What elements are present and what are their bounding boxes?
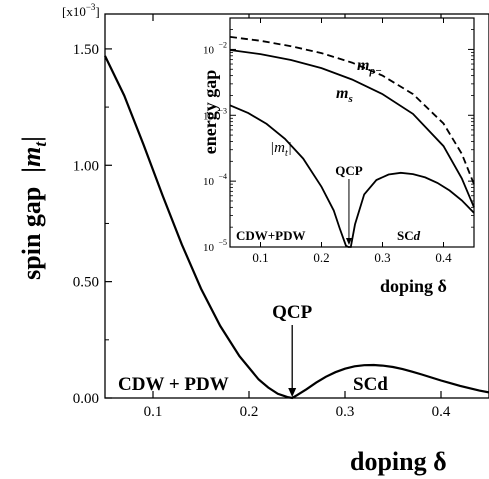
inset-cdw-pdw-label: CDW+PDW bbox=[236, 228, 306, 243]
main-plot-frame bbox=[104, 13, 489, 399]
inset-x-tick-label: 0.2 bbox=[313, 250, 329, 265]
inset-chart: 0.1 0.2 0.3 0.4 10−510−410−310−2 energy gap… bbox=[200, 17, 480, 296]
ms-series-label: ms bbox=[336, 85, 353, 105]
inset-qcp-arrow bbox=[345, 179, 352, 245]
inset-y-tick-exponent: −5 bbox=[218, 238, 227, 247]
inset-plot-frame bbox=[229, 17, 475, 248]
inset-y-axis-label: energy gap bbox=[200, 70, 220, 155]
inset-x-axis-label: doping δ bbox=[380, 276, 447, 296]
main-y-tick-label: 1.00 bbox=[73, 158, 99, 174]
main-x-axis-label: doping δ bbox=[350, 447, 447, 476]
main-y-tick-label: 0.00 bbox=[73, 391, 99, 407]
main-y-ticks: 0.00 0.50 1.00 1.50 bbox=[73, 42, 112, 407]
main-x-tick-label: 0.1 bbox=[144, 404, 163, 420]
mt-series-label: |mt| bbox=[270, 140, 292, 159]
inset-x-ticks: 0.1 0.2 0.3 0.4 bbox=[252, 18, 452, 265]
inset-series-m-rho-line bbox=[229, 36, 475, 185]
inset-y-tick-exponent: −3 bbox=[218, 106, 227, 115]
main-x-tick-label: 0.4 bbox=[432, 404, 451, 420]
main-series-line bbox=[104, 55, 489, 400]
inset-qcp-arrow-head bbox=[345, 238, 352, 245]
main-qcp-arrow bbox=[288, 325, 297, 397]
main-y-tick-label: 1.50 bbox=[73, 42, 99, 58]
cdw-pdw-label: CDW + PDW bbox=[118, 374, 229, 395]
main-chart: 0.1 0.2 0.3 0.4 0.00 0.50 1.00 1.50 [x10−3] sp… bbox=[17, 2, 489, 476]
main-x-tick-label: 0.2 bbox=[240, 404, 259, 420]
inset-y-tick-label: 10 bbox=[203, 242, 215, 254]
inset-y-tick-exponent: −4 bbox=[218, 172, 227, 181]
inset-y-tick-exponent: −2 bbox=[218, 40, 227, 49]
main-x-tick-label: 0.3 bbox=[336, 404, 355, 420]
inset-series-mt-line bbox=[229, 104, 475, 248]
main-y-axis-label: spin gap|mt| bbox=[17, 136, 50, 280]
inset-x-tick-label: 0.3 bbox=[374, 250, 390, 265]
inset-x-tick-label: 0.1 bbox=[252, 250, 268, 265]
main-y-tick-label: 0.50 bbox=[73, 275, 99, 291]
inset-y-tick-label: 10 bbox=[203, 176, 215, 188]
inset-series-ms-line bbox=[229, 49, 475, 208]
inset-qcp-label: QCP bbox=[335, 163, 363, 178]
inset-x-tick-label: 0.4 bbox=[435, 250, 452, 265]
main-qcp-label: QCP bbox=[272, 302, 313, 323]
inset-y-tick-label: 10 bbox=[203, 44, 215, 56]
y-multiplier-label: [x10−3] bbox=[62, 2, 100, 19]
inset-y-tick-label: 10 bbox=[203, 110, 215, 122]
scd-label: SCd bbox=[353, 374, 388, 395]
main-qcp-arrow-head bbox=[288, 388, 297, 397]
inset-y-ticks: 10−510−410−310−2 bbox=[203, 17, 474, 254]
inset-scd-label: SCd bbox=[397, 228, 421, 243]
m-rho-series-label: mρ− bbox=[357, 57, 382, 77]
inset-background bbox=[230, 18, 480, 250]
